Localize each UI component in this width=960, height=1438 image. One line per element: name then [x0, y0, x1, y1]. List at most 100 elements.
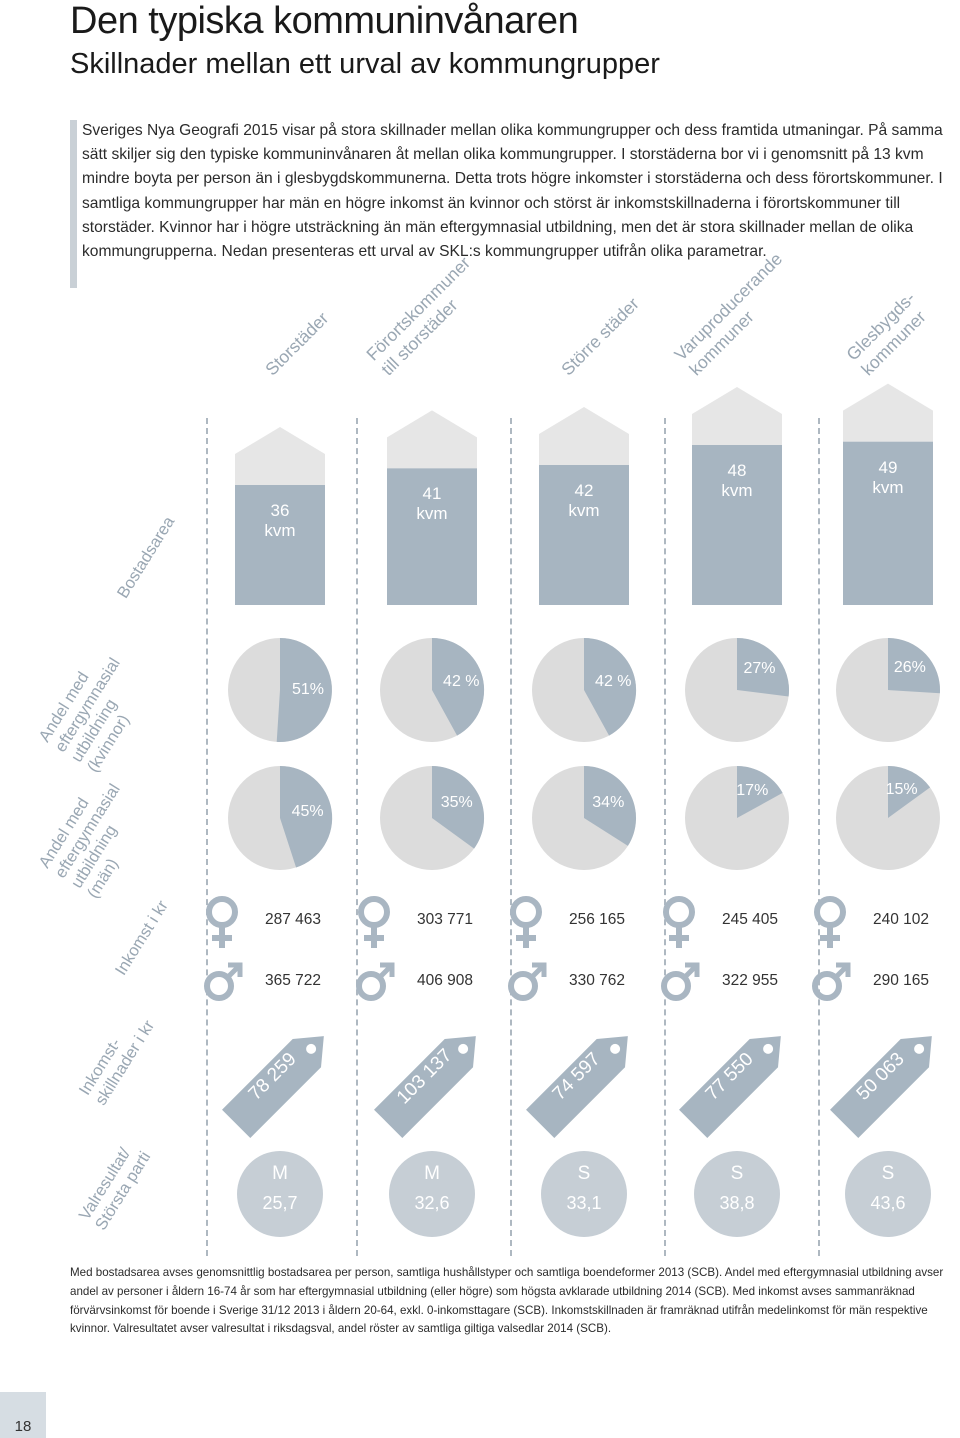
- male-icon: [204, 971, 234, 1001]
- house-bar: [387, 468, 477, 605]
- female-icon: [814, 896, 846, 928]
- page-title: Den typiska kommuninvånaren: [70, 0, 579, 42]
- female-icon-cross: [212, 925, 232, 948]
- female-icon-cross: [364, 925, 384, 948]
- house-roof: [235, 427, 325, 485]
- female-icon-cross: [669, 925, 689, 948]
- price-tag: [374, 1036, 476, 1138]
- house-value-line: kvm: [721, 481, 753, 500]
- price-tag: [222, 1036, 324, 1138]
- men-edu-pie-slice: [280, 765, 333, 868]
- male-icon-arrow: [530, 962, 547, 979]
- men-edu-pie-slice: [432, 765, 485, 849]
- male-icon-arrow: [226, 962, 243, 979]
- house-bar: [539, 465, 629, 605]
- house-roof: [843, 383, 933, 442]
- men-edu-pie-label: 17%: [736, 782, 769, 800]
- party-share: 33,1: [566, 1193, 602, 1213]
- men-edu-pie-label: 45%: [291, 803, 324, 821]
- price-tag-shape: [679, 1036, 781, 1138]
- price-tag: [679, 1036, 781, 1138]
- intro-accent-bar: [70, 120, 77, 288]
- income-women-value: 287 463: [265, 911, 322, 928]
- house-value: 48 kvm: [677, 461, 797, 501]
- male-icon: [508, 971, 538, 1001]
- income-men-value: 365 722: [265, 972, 322, 989]
- income-women-value: 303 771: [417, 911, 474, 928]
- election-circle: S 38,8: [694, 1151, 780, 1237]
- women-edu-pie-slice: [737, 638, 790, 697]
- female-icon: [510, 896, 542, 928]
- column-divider: [356, 418, 358, 1256]
- price-tag: [830, 1036, 932, 1138]
- price-tag-hole: [458, 1043, 469, 1054]
- largest-party: M: [424, 1163, 440, 1184]
- male-icon: [356, 971, 386, 1001]
- female-icon: [206, 896, 238, 928]
- largest-party: S: [881, 1163, 895, 1184]
- house-bar: [843, 441, 933, 605]
- price-tag-hole: [914, 1043, 925, 1054]
- men-edu-pie-slice: [584, 766, 637, 846]
- house-value-line: kvm: [264, 521, 296, 540]
- election-circle: S 43,6: [845, 1151, 931, 1237]
- house-value-line: 48: [727, 461, 747, 480]
- male-icon-arrow: [683, 962, 700, 979]
- column-divider: [818, 418, 820, 1256]
- price-tag-shape: [830, 1036, 932, 1138]
- house-roof: [692, 387, 782, 445]
- house-bar: [235, 485, 325, 605]
- women-edu-pie-slice: [888, 638, 941, 694]
- page-number: 18: [14, 1418, 32, 1435]
- price-tag-hole: [306, 1043, 317, 1054]
- income-men-value: 406 908: [417, 972, 474, 989]
- male-icon: [661, 971, 691, 1001]
- female-icon-cross: [516, 925, 536, 948]
- party-share: 25,7: [262, 1193, 298, 1213]
- income-women-value: 240 102: [873, 911, 930, 928]
- female-icon: [663, 896, 695, 928]
- female-icon-cross: [820, 925, 840, 948]
- party-share: 38,8: [719, 1193, 755, 1213]
- women-edu-pie-slice: [432, 637, 485, 736]
- largest-party: S: [577, 1163, 591, 1184]
- house-value: 49 kvm: [828, 458, 948, 498]
- house-value-line: 36: [270, 501, 290, 520]
- house-value-line: kvm: [568, 501, 600, 520]
- house-roof: [539, 407, 629, 465]
- footnote: Med bostadsarea avses genomsnittlig bost…: [70, 1266, 944, 1336]
- house-value-line: kvm: [416, 504, 448, 524]
- men-edu-pie-slice: [737, 765, 783, 818]
- men-edu-pie-slice: [888, 766, 931, 818]
- house-bar: [692, 445, 782, 605]
- male-icon: [812, 971, 842, 1001]
- election-circle: M 25,7: [237, 1151, 323, 1237]
- house-value-line: kvm: [872, 477, 904, 497]
- party-share: 43,6: [870, 1193, 906, 1213]
- women-edu-pie-slice: [276, 638, 332, 742]
- largest-party: S: [730, 1163, 744, 1184]
- house-value: 36 kvm: [220, 501, 340, 541]
- price-tag-shape: [222, 1036, 324, 1138]
- price-tag-shape: [526, 1036, 628, 1138]
- income-women-value: 245 405: [722, 911, 779, 928]
- income-women-value: 256 165: [569, 911, 626, 928]
- column-divider: [664, 418, 666, 1256]
- party-share: 32,6: [414, 1193, 450, 1213]
- income-men-value: 290 165: [873, 972, 930, 989]
- house-value-line: 41: [422, 484, 442, 504]
- election-circle: M 32,6: [389, 1151, 475, 1237]
- house-value: 41 kvm: [372, 484, 492, 524]
- women-edu-pie-label: 42 %: [443, 672, 480, 690]
- income-men-value: 322 955: [722, 972, 779, 989]
- male-icon-arrow: [834, 962, 851, 979]
- women-edu-pie-slice: [584, 637, 637, 736]
- women-edu-pie-label: 51%: [291, 680, 325, 698]
- house-value: 42 kvm: [524, 481, 644, 521]
- price-tag: [526, 1036, 628, 1138]
- page-number-box: 18: [0, 1392, 46, 1438]
- largest-party: M: [272, 1163, 288, 1184]
- price-tag-hole: [763, 1043, 774, 1054]
- income-men-value: 330 762: [569, 972, 626, 989]
